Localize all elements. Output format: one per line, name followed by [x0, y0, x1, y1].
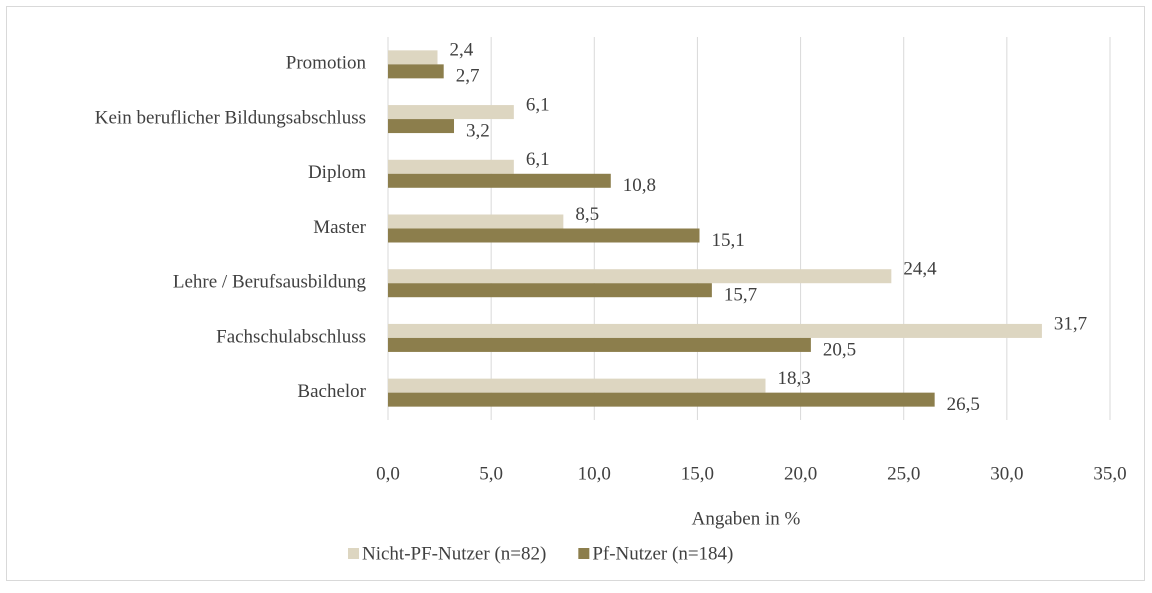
bar — [388, 228, 700, 243]
bar — [388, 173, 611, 188]
x-tick-label: 20,0 — [784, 463, 817, 484]
bar — [388, 323, 1042, 338]
bar — [388, 159, 514, 174]
bar — [388, 378, 766, 393]
y-tick-label: Bachelor — [297, 381, 366, 402]
bar — [388, 105, 514, 120]
bar — [388, 64, 444, 79]
x-tick-label: 10,0 — [578, 463, 611, 484]
bar — [388, 269, 892, 284]
bar — [388, 214, 564, 229]
legend-swatch — [348, 548, 359, 559]
data-label: 6,1 — [526, 149, 550, 170]
data-label: 24,4 — [903, 259, 937, 280]
data-label: 15,1 — [711, 230, 744, 251]
data-label: 2,4 — [450, 40, 474, 61]
bar — [388, 119, 455, 134]
y-tick-label: Kein beruflicher Bildungsabschluss — [95, 107, 366, 128]
x-tick-label: 30,0 — [990, 463, 1023, 484]
y-tick-label: Master — [313, 217, 366, 238]
y-tick-label: Promotion — [286, 53, 367, 74]
legend-label: Nicht-PF-Nutzer (n=82) — [362, 543, 546, 564]
x-axis-label: Angaben in % — [692, 508, 801, 529]
x-tick-label: 5,0 — [479, 463, 503, 484]
y-tick-label: Fachschulabschluss — [216, 326, 366, 347]
y-tick-label: Lehre / Berufsausbildung — [173, 272, 367, 293]
bar — [388, 50, 438, 65]
data-label: 15,7 — [724, 285, 757, 306]
data-label: 20,5 — [823, 339, 856, 360]
data-label: 2,7 — [456, 66, 480, 87]
legend-swatch — [578, 548, 590, 559]
data-label: 31,7 — [1054, 313, 1087, 334]
x-tick-label: 15,0 — [681, 463, 714, 484]
data-label: 18,3 — [778, 368, 811, 389]
x-tick-label: 0,0 — [376, 463, 400, 484]
bar — [388, 283, 712, 298]
data-label: 8,5 — [575, 204, 599, 225]
bar — [388, 337, 811, 352]
y-tick-label: Diplom — [308, 162, 366, 183]
legend-label: Pf-Nutzer (n=184) — [592, 543, 733, 564]
data-label: 3,2 — [466, 120, 490, 141]
x-tick-label: 35,0 — [1093, 463, 1126, 484]
data-label: 6,1 — [526, 94, 550, 115]
bar — [388, 392, 935, 407]
data-label: 10,8 — [623, 175, 656, 196]
x-tick-label: 25,0 — [887, 463, 920, 484]
data-label: 26,5 — [947, 394, 980, 415]
